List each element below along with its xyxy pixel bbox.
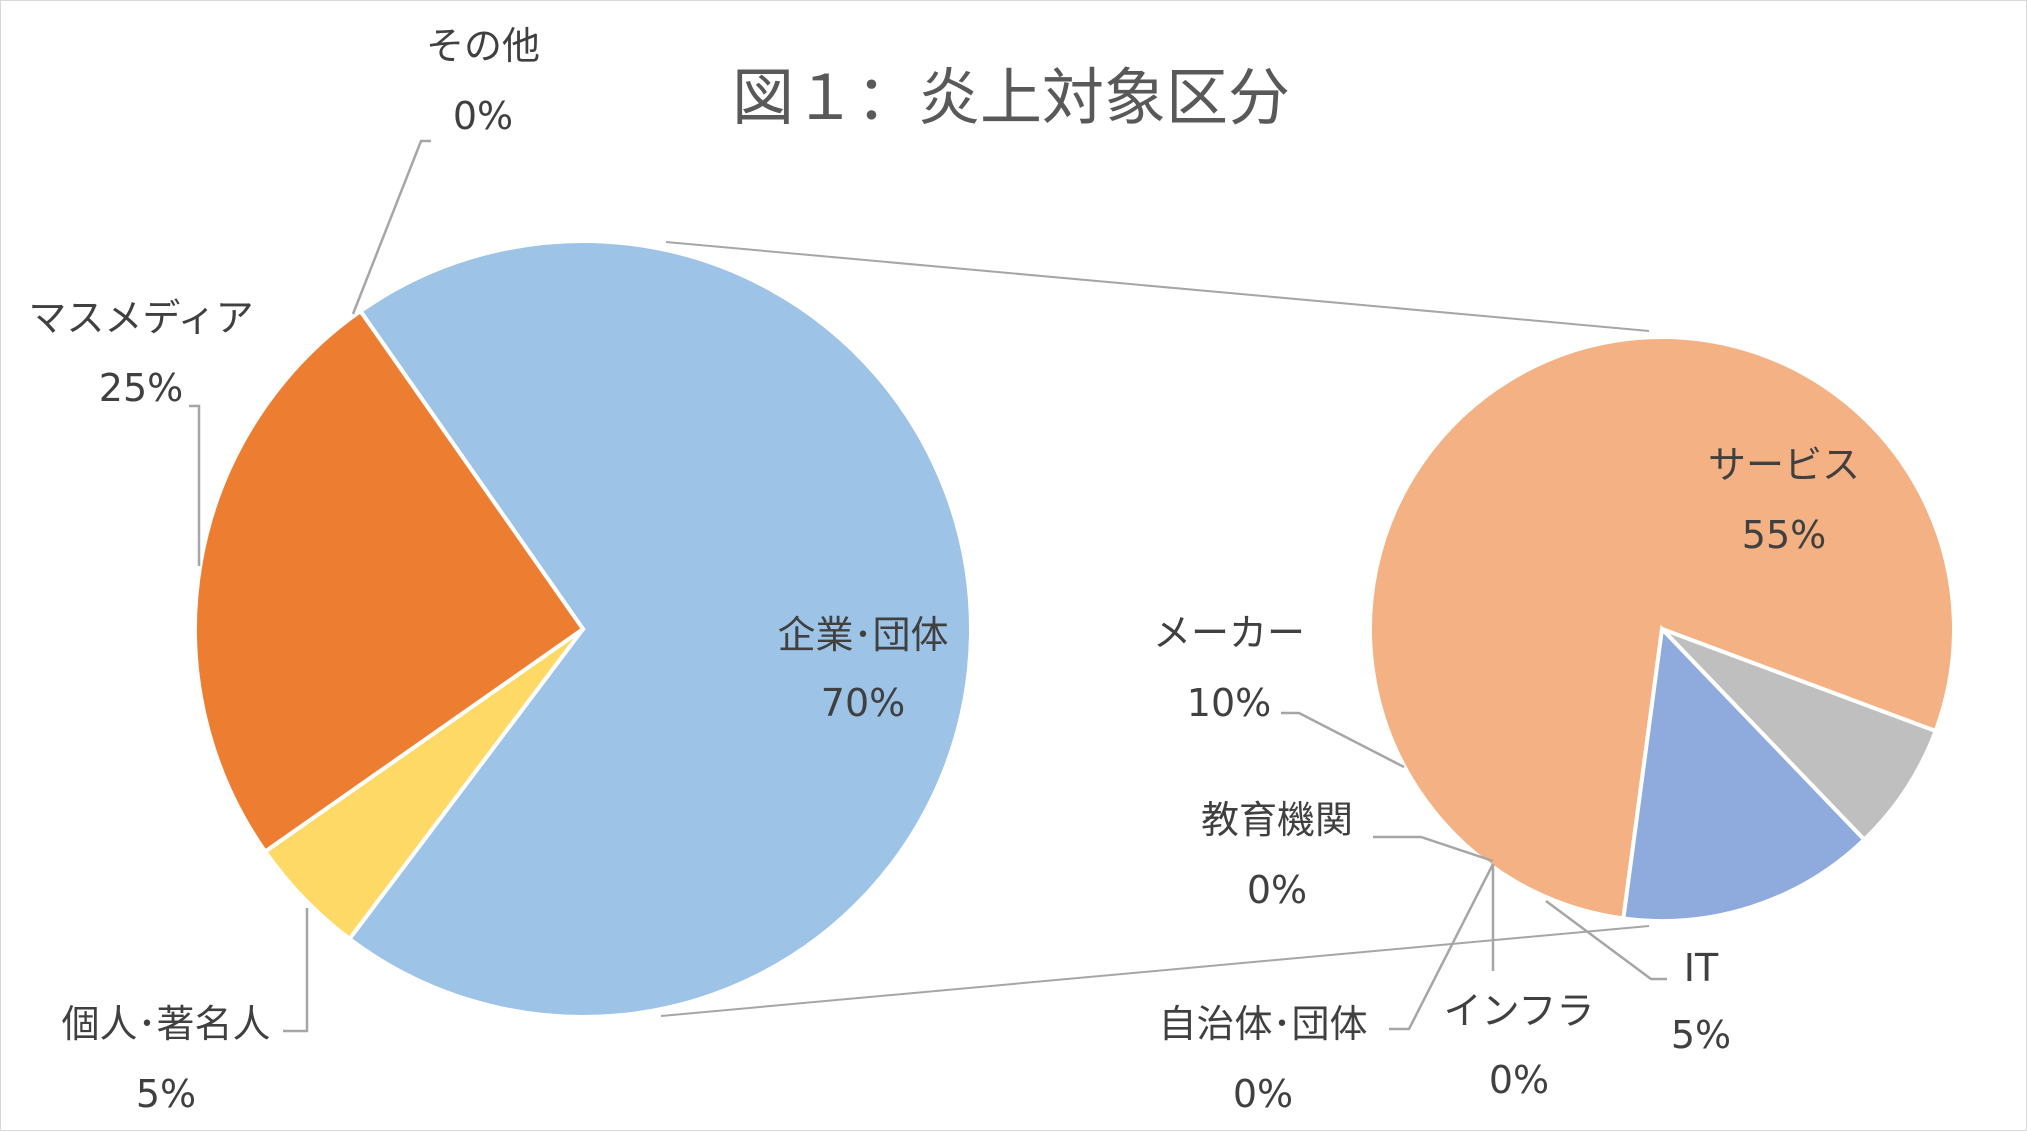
secondary-pie bbox=[1368, 335, 1956, 923]
leader-line-education bbox=[1373, 835, 1494, 863]
leader-line-maker bbox=[1281, 711, 1405, 769]
label-local-gov-value: 0% bbox=[1233, 1072, 1293, 1116]
secondary-slice-5 bbox=[1621, 624, 1868, 923]
label-individual-name: 個人･著名人 bbox=[61, 1002, 270, 1046]
label-maker-value: 10% bbox=[1187, 681, 1271, 725]
label-local-gov-name: 自治体･団体 bbox=[1158, 1002, 1367, 1046]
label-company-name: 企業･団体 bbox=[777, 613, 948, 657]
leader-line-other bbox=[351, 139, 431, 315]
leader-line-it bbox=[1545, 899, 1667, 981]
label-service-name: サービス bbox=[1708, 443, 1860, 487]
primary-slice-2 bbox=[193, 308, 586, 855]
secondary-slice-1 bbox=[1660, 627, 1939, 843]
primary-pie bbox=[193, 239, 973, 1019]
primary-slice-0 bbox=[346, 239, 973, 1019]
label-education-value: 0% bbox=[1247, 868, 1307, 912]
label-individual-value: 5% bbox=[136, 1072, 196, 1116]
connector-line-bottom bbox=[660, 925, 1650, 1017]
label-infra-value: 0% bbox=[1489, 1058, 1549, 1102]
label-infra-name: インフラ bbox=[1444, 989, 1595, 1033]
label-company-value: 70% bbox=[821, 681, 905, 725]
label-maker-name: メーカー bbox=[1153, 611, 1305, 655]
label-mass-media-value: 25% bbox=[99, 366, 183, 410]
leader-line-local-gov bbox=[1389, 863, 1495, 1031]
label-other-value: 0% bbox=[453, 94, 513, 138]
chart-title: 図１：炎上対象区分 bbox=[732, 61, 1290, 134]
label-service-value: 55% bbox=[1742, 513, 1826, 557]
label-it-name: IT bbox=[1684, 946, 1719, 990]
label-it-value: 5% bbox=[1671, 1013, 1731, 1057]
label-other-name: その他 bbox=[426, 24, 540, 68]
label-education-name: 教育機関 bbox=[1201, 798, 1353, 842]
label-mass-media-name: マスメディア bbox=[28, 296, 253, 340]
connector-line-top bbox=[665, 241, 1650, 332]
leader-line-individual bbox=[283, 908, 309, 1033]
leader-line-mass-media bbox=[189, 404, 201, 566]
